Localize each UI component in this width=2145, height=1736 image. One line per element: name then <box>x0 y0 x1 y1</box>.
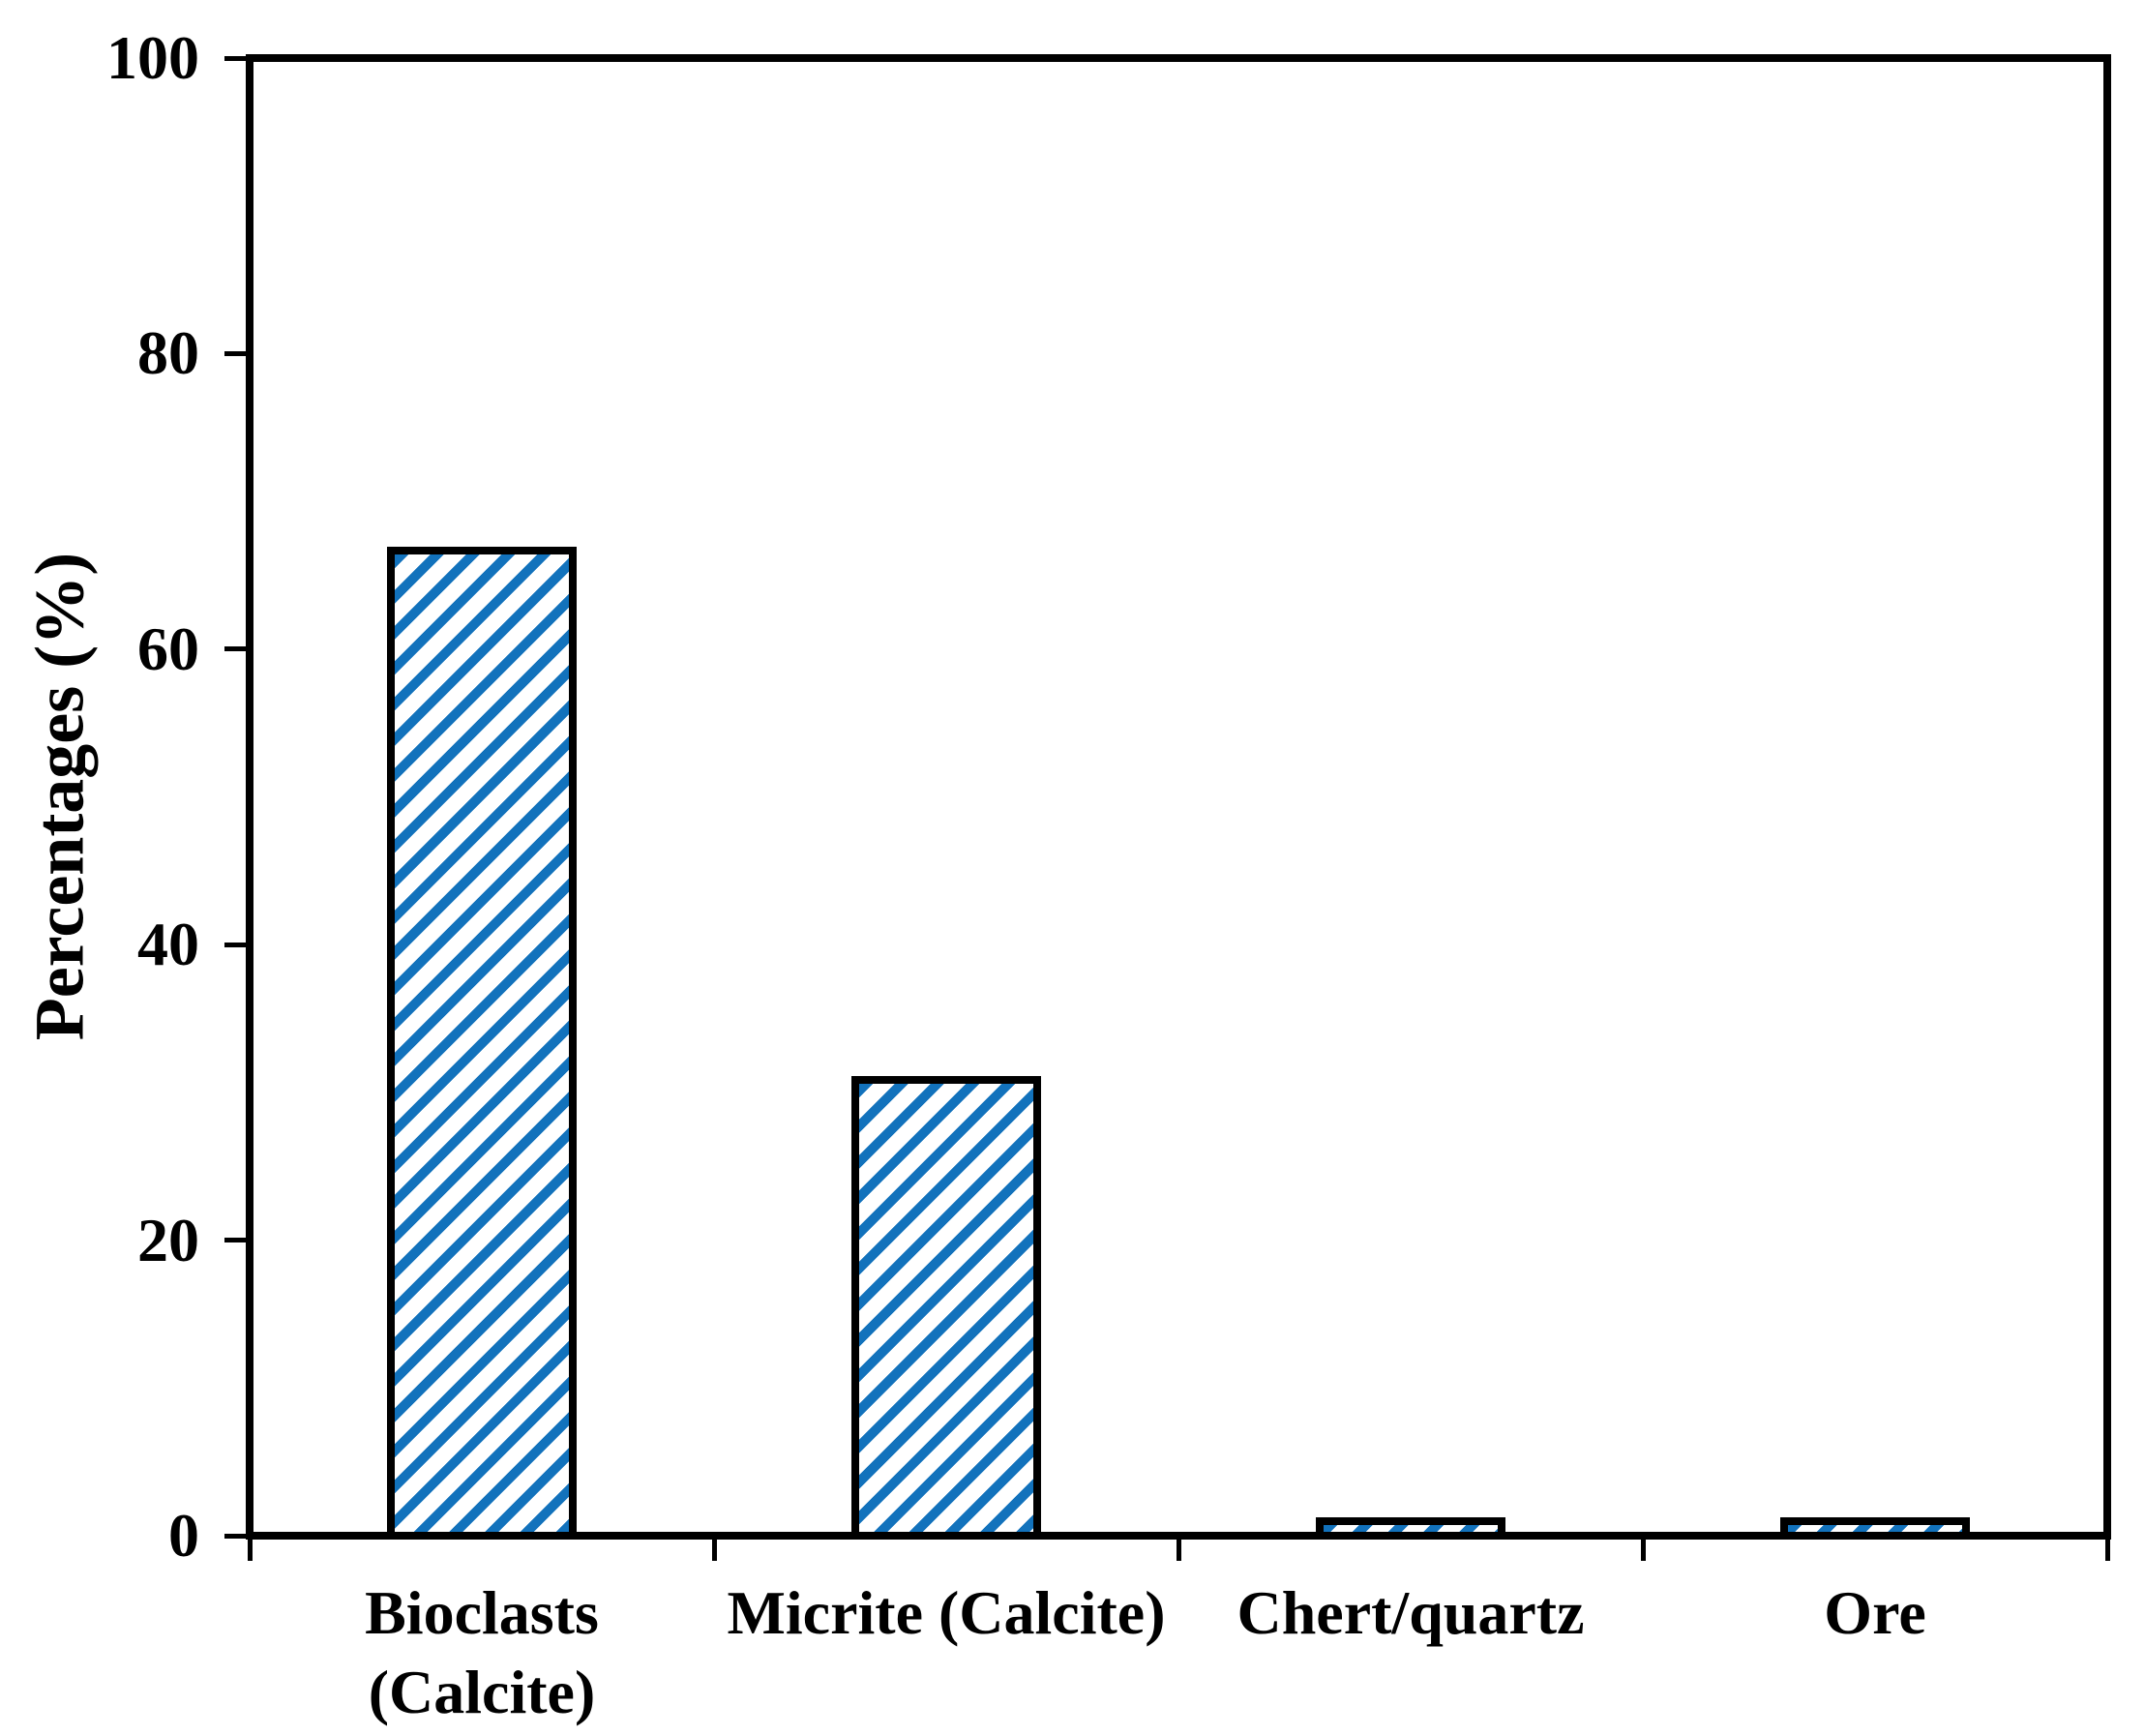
y-axis-tick <box>224 942 250 947</box>
bar-bioclasts-calcite <box>387 547 577 1540</box>
bar-micrite-calcite <box>851 1076 1041 1540</box>
y-axis-tick-label: 20 <box>137 1205 199 1274</box>
plot-area <box>253 62 2103 1540</box>
y-axis-tick <box>224 350 250 356</box>
y-axis-tick-label: 100 <box>106 23 199 92</box>
y-axis-tick <box>224 55 250 61</box>
x-axis-tick <box>711 1540 717 1561</box>
y-axis-tick-label: 60 <box>137 614 199 683</box>
y-axis-tick-label: 80 <box>137 318 199 388</box>
y-axis-tick <box>224 1238 250 1243</box>
y-axis-tick-label: 40 <box>137 910 199 979</box>
x-axis-category-label: Bioclasts (Calcite) <box>365 1578 599 1726</box>
x-axis-tick <box>1176 1540 1181 1561</box>
bar-ore <box>1780 1517 1970 1540</box>
x-axis-tick <box>1640 1540 1646 1561</box>
x-axis-tick <box>247 1540 253 1561</box>
x-axis-category-label: Micrite (Calcite) <box>727 1578 1166 1647</box>
x-axis-category-label: Ore <box>1824 1578 1926 1647</box>
x-axis-category-label: Chert/quartz <box>1236 1578 1585 1647</box>
y-axis-tick <box>224 1533 250 1539</box>
x-axis-tick <box>2104 1540 2110 1561</box>
y-axis-tick-label: 0 <box>168 1501 199 1570</box>
bar-chert-quartz <box>1316 1517 1505 1540</box>
y-axis-tick <box>224 646 250 652</box>
